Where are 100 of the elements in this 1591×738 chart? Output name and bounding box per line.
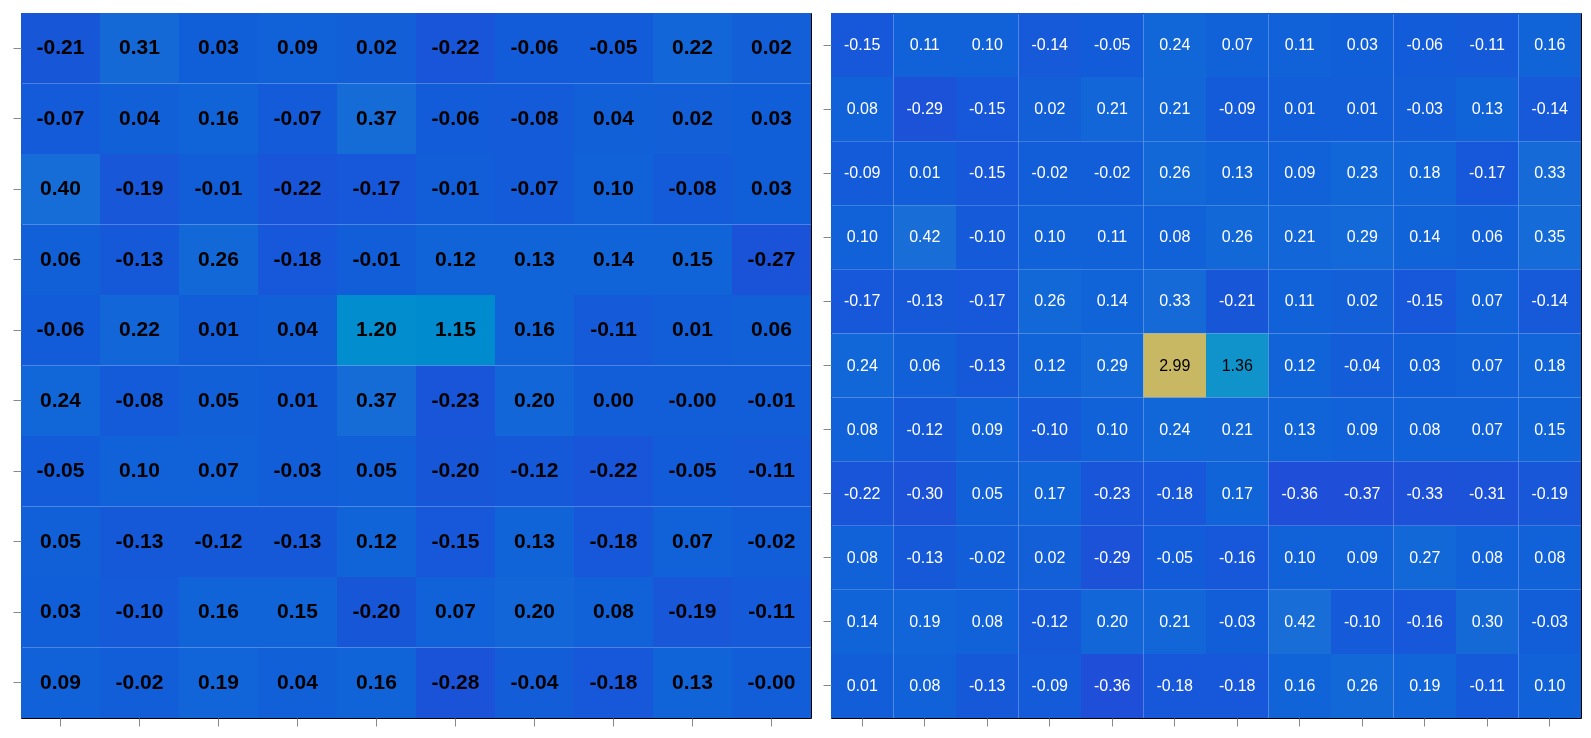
- data-label: 1.36: [1221, 356, 1253, 374]
- data-label: 0.01: [1346, 100, 1378, 118]
- data-label: 0.14: [1409, 228, 1441, 246]
- data-label: 0.22: [672, 35, 713, 59]
- data-label: -0.06: [510, 35, 559, 59]
- data-label: 0.19: [909, 612, 941, 630]
- data-label: 0.29: [1096, 356, 1128, 374]
- data-label: 0.12: [1034, 356, 1066, 374]
- data-label: 0.12: [356, 528, 397, 552]
- data-label: -0.09: [1031, 676, 1069, 694]
- data-label: -0.01: [431, 176, 480, 200]
- data-label: 0.18: [1409, 164, 1441, 182]
- data-label: -0.22: [589, 458, 638, 482]
- data-label: 0.09: [1346, 548, 1378, 566]
- data-label: 0.15: [672, 246, 714, 270]
- data-label: 0.14: [593, 246, 635, 270]
- data-label: 0.24: [846, 356, 878, 374]
- data-label: 0.21: [1284, 228, 1316, 246]
- data-label: 0.09: [1284, 164, 1316, 182]
- data-label: 0.08: [846, 100, 878, 118]
- data-label: -0.03: [273, 458, 322, 482]
- data-label: 0.17: [1221, 484, 1253, 502]
- data-label: -0.22: [844, 484, 881, 502]
- data-label: 0.07: [1471, 356, 1503, 374]
- data-label: -0.14: [1531, 292, 1569, 310]
- data-label: 0.21: [1159, 612, 1191, 630]
- data-label: -0.13: [906, 548, 944, 566]
- data-label: 0.07: [672, 528, 713, 552]
- data-label: 0.13: [1221, 164, 1253, 182]
- data-label: -0.01: [194, 176, 243, 200]
- data-label: -0.08: [510, 105, 559, 129]
- data-label: -0.01: [352, 246, 401, 270]
- data-label: -0.19: [1531, 484, 1569, 502]
- data-label: 0.19: [198, 669, 239, 693]
- data-label: -0.07: [36, 105, 85, 129]
- data-label: -0.06: [1406, 36, 1444, 54]
- data-label: 0.04: [277, 669, 319, 693]
- data-label: 0.01: [909, 164, 941, 182]
- data-label: 0.02: [1346, 292, 1378, 310]
- data-label: 0.40: [40, 176, 81, 200]
- data-label: 0.08: [846, 420, 878, 438]
- data-label: 0.16: [198, 599, 239, 623]
- data-label: 0.07: [435, 599, 476, 623]
- data-label: 0.07: [1471, 420, 1503, 438]
- data-label: -0.13: [115, 528, 164, 552]
- data-label: 0.07: [1471, 292, 1503, 310]
- data-label: -0.18: [1219, 676, 1256, 694]
- data-label: -0.18: [1156, 676, 1194, 694]
- data-label: -0.21: [1219, 292, 1256, 310]
- data-label: -0.28: [431, 669, 480, 693]
- data-label: 1.15: [435, 317, 477, 341]
- data-label: 0.26: [198, 246, 239, 270]
- data-label: 1.20: [356, 317, 397, 341]
- data-label: 0.10: [846, 228, 878, 246]
- data-label: 0.20: [514, 599, 555, 623]
- data-label: -0.22: [273, 176, 322, 200]
- data-label: -0.04: [510, 669, 559, 693]
- data-label: 0.08: [1534, 548, 1566, 566]
- data-label: -0.12: [194, 528, 243, 552]
- data-label: -0.17: [969, 292, 1006, 310]
- data-label: 0.13: [514, 528, 555, 552]
- data-label: 0.05: [971, 484, 1003, 502]
- data-label: 0.03: [1346, 36, 1378, 54]
- data-label: 0.16: [356, 669, 397, 693]
- data-label: 0.01: [1284, 100, 1316, 118]
- data-label: -0.29: [1094, 548, 1131, 566]
- data-label: -0.05: [36, 458, 85, 482]
- data-label: 0.16: [198, 105, 239, 129]
- data-label: -0.08: [115, 387, 164, 411]
- data-label: 0.06: [909, 356, 941, 374]
- data-label: 0.21: [1096, 100, 1128, 118]
- data-label: 0.01: [846, 676, 878, 694]
- data-label: -0.29: [906, 100, 944, 118]
- data-label: -0.21: [36, 35, 85, 59]
- data-label: 0.20: [514, 387, 555, 411]
- data-label: -0.36: [1094, 676, 1131, 694]
- data-label: -0.14: [1531, 100, 1569, 118]
- data-label: -0.13: [115, 246, 164, 270]
- data-label: 0.21: [1159, 100, 1191, 118]
- data-label: 0.06: [751, 317, 792, 341]
- data-label: -0.11: [1469, 676, 1505, 694]
- data-label: -0.15: [969, 100, 1006, 118]
- data-label: 0.03: [1409, 356, 1441, 374]
- data-label: -0.13: [969, 356, 1006, 374]
- data-label: 0.08: [1159, 228, 1191, 246]
- data-label: 0.29: [1346, 228, 1378, 246]
- data-label: 0.15: [1534, 420, 1566, 438]
- data-label: 0.11: [1284, 292, 1315, 310]
- data-label: 0.14: [1096, 292, 1128, 310]
- data-label: 0.11: [909, 36, 940, 54]
- data-label: 0.09: [40, 669, 81, 693]
- data-label: 0.02: [356, 35, 397, 59]
- data-label: 0.08: [1471, 548, 1503, 566]
- data-label: -0.10: [115, 599, 164, 623]
- data-label: -0.22: [431, 35, 480, 59]
- data-label: -0.05: [1156, 548, 1194, 566]
- data-label: 0.13: [672, 669, 713, 693]
- data-label: 0.33: [1534, 164, 1566, 182]
- data-label: 0.12: [1284, 356, 1316, 374]
- data-label: 0.16: [1284, 676, 1316, 694]
